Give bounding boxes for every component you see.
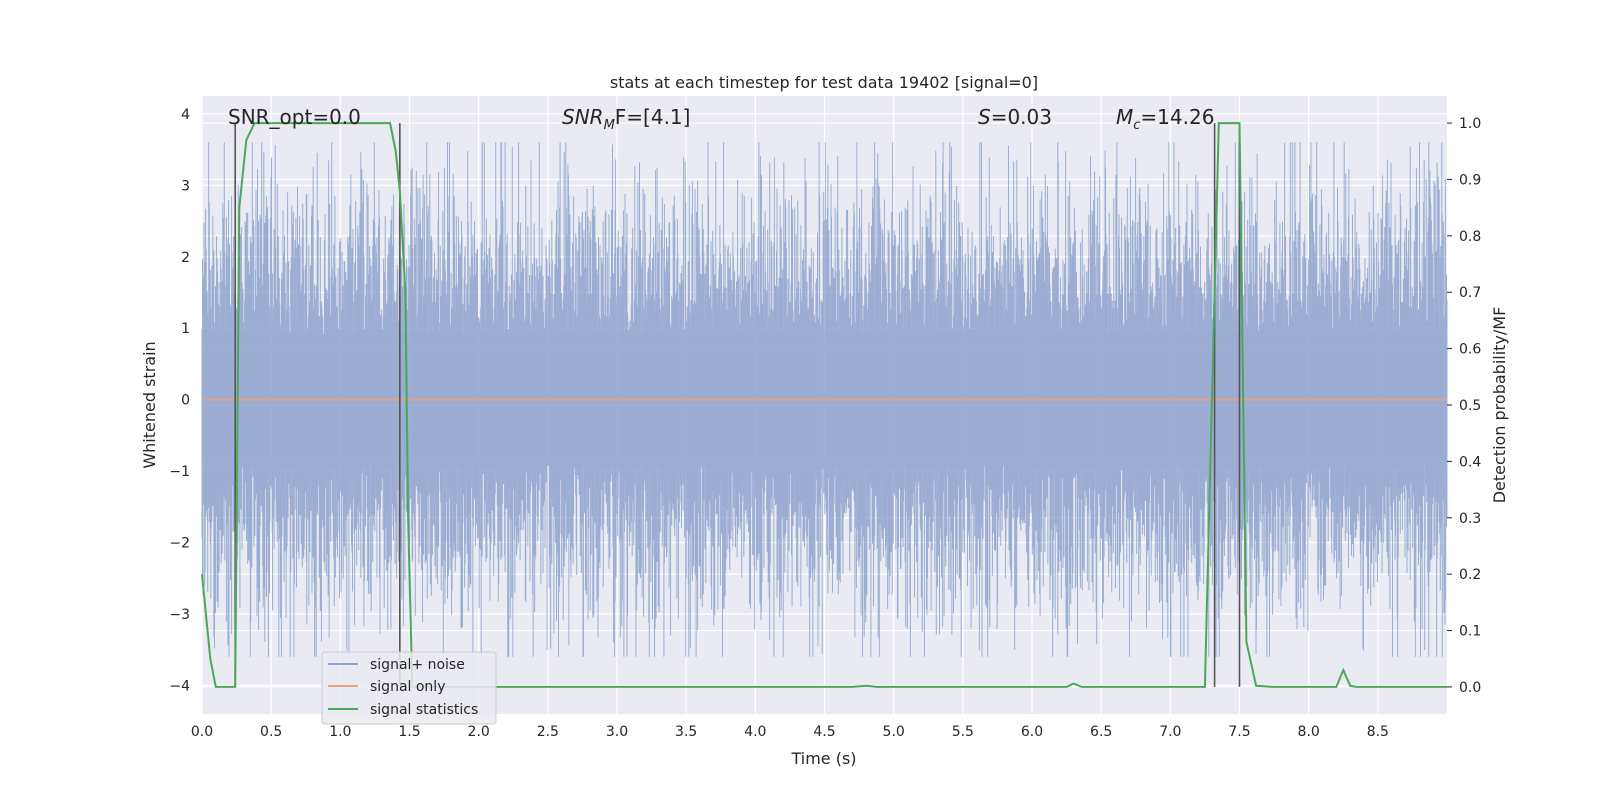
y-right-tick-label: 1.0 xyxy=(1459,116,1481,132)
y-right-tick-label: 0.2 xyxy=(1459,567,1481,583)
y-right-tick-label: 0.6 xyxy=(1459,342,1481,358)
x-tick-label: 3.0 xyxy=(606,724,628,740)
annotation-snr-mf-sub: M xyxy=(604,118,615,133)
annotation-mc-sub: c xyxy=(1133,118,1140,133)
x-tick-label: 5.0 xyxy=(883,724,905,740)
annotation-s: S=0.03 xyxy=(978,105,1052,129)
y-axis-left-ticks: 4 3 2 1 0 −1 −2 −3 −4 xyxy=(169,107,190,695)
legend-box xyxy=(321,651,497,725)
noise-trace xyxy=(201,142,1448,657)
y-right-tick-label: 0.8 xyxy=(1459,229,1481,245)
legend-label-signal-only: signal only xyxy=(370,679,445,695)
x-tick-label: 7.0 xyxy=(1159,724,1181,740)
annotation-snr-mf-main: SNR xyxy=(562,105,604,129)
y-right-tick-label: 0.3 xyxy=(1459,511,1481,527)
x-tick-label: 3.5 xyxy=(675,724,697,740)
y-left-tick-label: 3 xyxy=(181,178,190,194)
x-tick-label: 0.5 xyxy=(260,724,282,740)
annotation-mc-main: M xyxy=(1116,105,1133,129)
y-left-tick-label: −2 xyxy=(169,536,190,552)
x-axis-ticks: 0.0 0.5 1.0 1.5 2.0 2.5 3.0 3.5 4.0 4.5 5.0 5.5 6.0 6… xyxy=(191,724,1389,740)
y-right-tick-label: 0.9 xyxy=(1459,172,1481,188)
y-left-tick-label: 1 xyxy=(181,321,190,337)
annotation-snr-mf: SNRMF=[4.1] xyxy=(562,105,690,133)
x-tick-label: 4.0 xyxy=(744,724,766,740)
x-tick-label: 5.5 xyxy=(952,724,974,740)
x-tick-label: 6.5 xyxy=(1090,724,1112,740)
annotation-s-main: S xyxy=(978,105,991,129)
x-tick-label: 1.0 xyxy=(329,724,351,740)
legend-label-signal-statistics: signal statistics xyxy=(370,702,478,718)
x-tick-label: 8.0 xyxy=(1298,724,1320,740)
x-axis-label: Time (s) xyxy=(790,749,856,768)
y-left-tick-label: 0 xyxy=(181,393,190,409)
annotation-mc: Mc=14.26 xyxy=(1116,105,1214,133)
x-tick-label: 1.5 xyxy=(398,724,420,740)
x-tick-label: 7.5 xyxy=(1228,724,1250,740)
x-tick-label: 8.5 xyxy=(1367,724,1389,740)
y-left-tick-label: 4 xyxy=(181,107,190,123)
legend-label-signal-plus-noise: signal+ noise xyxy=(370,657,465,673)
y-left-tick-label: −4 xyxy=(169,678,190,694)
series-signal-plus-noise xyxy=(201,142,1448,657)
y-right-tick-label: 0.7 xyxy=(1459,285,1481,301)
y-left-tick-label: −3 xyxy=(169,607,190,623)
x-tick-label: 4.5 xyxy=(813,724,835,740)
x-tick-label: 2.0 xyxy=(468,724,490,740)
annotation-snr-opt: SNR_opt=0.0 xyxy=(228,105,361,129)
series-signal-statistics xyxy=(201,122,1447,688)
legend: signal+ noise signal only signal statist… xyxy=(321,651,497,725)
y-axis-right-label: Detection probability/MF xyxy=(1490,307,1509,504)
vertical-markers xyxy=(234,123,1241,687)
x-tick-label: 0.0 xyxy=(191,724,213,740)
annotation-s-rest: =0.03 xyxy=(991,105,1052,129)
annotation-mc-rest: =14.26 xyxy=(1140,105,1214,129)
x-tick-label: 2.5 xyxy=(537,724,559,740)
y-right-tick-label: 0.0 xyxy=(1459,680,1481,696)
chart-title: stats at each timestep for test data 194… xyxy=(610,73,1038,92)
x-tick-label: 6.0 xyxy=(1021,724,1043,740)
y-left-tick-label: −1 xyxy=(169,464,190,480)
y-left-tick-label: 2 xyxy=(181,250,190,266)
annotation-snr-mf-rest: F=[4.1] xyxy=(615,105,691,129)
y-right-tick-label: 0.4 xyxy=(1459,454,1481,470)
y-axis-left-label: Whitened strain xyxy=(140,341,159,468)
y-axis-right-ticks: 1.0 0.9 0.8 0.7 0.6 0.5 0.4 0.3 0.2 0.1 0.0 xyxy=(1447,116,1481,696)
y-right-tick-label: 0.1 xyxy=(1459,624,1481,640)
y-right-tick-label: 0.5 xyxy=(1459,398,1481,414)
